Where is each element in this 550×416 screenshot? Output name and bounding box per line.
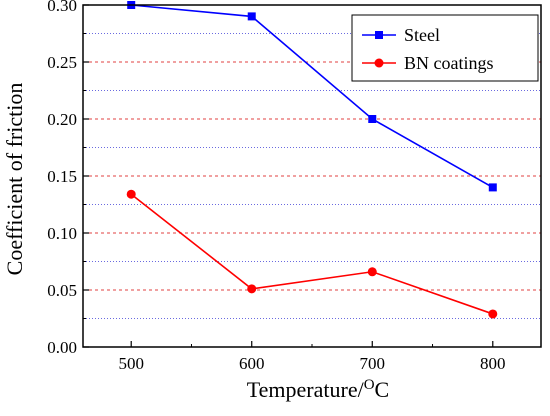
legend-label-1: BN coatings — [404, 53, 494, 73]
x-axis-unit-superscript: O — [364, 377, 375, 393]
y-tick-label: 0.30 — [47, 0, 77, 15]
y-tick-label: 0.20 — [47, 110, 77, 129]
legend-marker-1 — [374, 58, 384, 68]
data-point-0-1 — [247, 12, 256, 21]
legend-box — [351, 14, 539, 82]
data-point-0-2 — [368, 115, 377, 123]
y-tick-label: 0.25 — [47, 53, 77, 72]
y-tick-label: 0.05 — [47, 281, 77, 300]
data-point-1-3 — [488, 309, 498, 319]
legend-marker-0 — [375, 31, 383, 39]
data-point-1-2 — [367, 267, 377, 277]
x-tick-label: 700 — [360, 354, 386, 373]
x-tick-label: 800 — [480, 354, 506, 373]
y-tick-label: 0.00 — [47, 338, 77, 357]
series-line-1 — [130, 193, 494, 315]
axes-layer: 0.00 0.05 0.10 0.15 0.20 0.25 0.30 500 600 700 800 — [47, 0, 542, 373]
x-axis-unit: C — [375, 377, 390, 402]
series-layer — [126, 1, 498, 319]
y-tick-label: 0.15 — [47, 167, 77, 186]
series-line-0 — [131, 4, 494, 189]
legend-label-0: Steel — [404, 25, 440, 45]
x-tick-label: 500 — [118, 354, 144, 373]
data-point-1-1 — [247, 284, 257, 294]
x-tick-label: 600 — [239, 354, 265, 373]
data-point-1-0 — [126, 189, 136, 199]
x-axis-label: Temperature/ — [247, 377, 365, 402]
y-axis-title: Coefficient of friction — [2, 83, 27, 276]
y-tick-label: 0.10 — [47, 224, 77, 243]
data-point-0-3 — [488, 183, 497, 192]
x-axis-title: Temperature/OC — [247, 377, 389, 402]
legend: Steel BN coatings — [351, 14, 539, 82]
